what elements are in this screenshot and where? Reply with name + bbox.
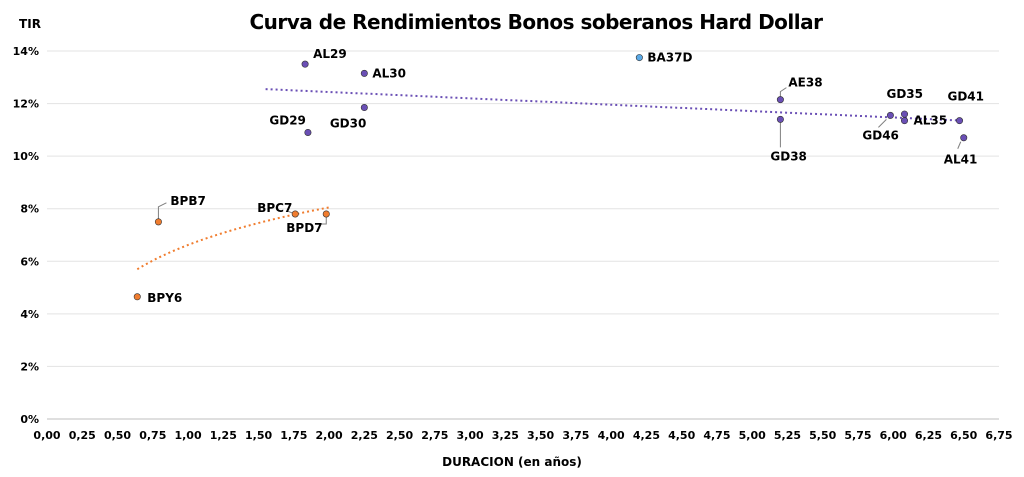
data-label: BPC7 [257,201,292,215]
data-point [133,293,141,301]
x-tick-label: 3,75 [562,429,589,442]
y-tick-label: 4% [20,308,39,321]
trendline-usd_bonds [265,88,964,122]
data-point [776,115,784,123]
data-label: AL35 [914,114,948,128]
label-leader [957,141,962,149]
x-tick-label: 2,75 [421,429,448,442]
x-tick-label: 0,00 [33,429,60,442]
trendline-bpy [136,206,330,271]
x-tick-label: 0,75 [139,429,166,442]
data-point [901,117,909,125]
x-tick-label: 3,25 [492,429,519,442]
x-tick-label: 3,50 [527,429,554,442]
x-tick-label: 4,50 [668,429,695,442]
x-tick-label: 5,00 [739,429,766,442]
data-point [901,110,909,118]
y-tick-label: 10% [13,150,39,163]
label-leader [287,210,293,214]
data-point [886,111,894,119]
data-point [360,104,368,112]
x-tick-label: 4,25 [633,429,660,442]
x-tick-label: 2,50 [386,429,413,442]
x-tick-label: 1,00 [174,429,201,442]
data-label: GD38 [770,149,807,163]
data-point [301,60,309,68]
data-point [360,69,368,77]
data-point [960,134,968,142]
y-tick-label: 2% [20,360,39,373]
data-label: AL30 [372,66,406,80]
x-tick-label: 6,25 [915,429,942,442]
data-label: GD35 [887,87,924,101]
x-tick-label: 5,50 [809,429,836,442]
x-tick-label: 1,25 [210,429,237,442]
data-label: AL41 [944,153,978,167]
data-label: AL29 [313,47,347,61]
x-tick-label: 0,50 [104,429,131,442]
y-tick-label: 14% [13,45,39,58]
data-label: GD46 [862,128,899,142]
x-tick-label: 2,00 [316,429,343,442]
label-leader [779,87,787,98]
data-label: GD30 [330,117,367,131]
data-label: AE38 [788,76,822,90]
x-tick-label: 6,75 [985,429,1012,442]
x-tick-label: 4,75 [703,429,730,442]
y-tick-label: 6% [20,255,39,268]
x-axis-label: DURACION (en años) [442,455,582,469]
label-leader [878,119,887,128]
label-leader [320,216,327,225]
chart-title: Curva de Rendimientos Bonos soberanos Ha… [249,10,823,34]
data-label: GD41 [948,90,985,104]
x-tick-label: 6,50 [950,429,977,442]
data-point [291,210,299,218]
x-tick-label: 0,25 [69,429,96,442]
x-tick-label: 2,25 [351,429,378,442]
y-tick-label: 8% [20,203,39,216]
x-tick-label: 5,75 [844,429,871,442]
data-point [322,210,330,218]
y-tick-label: 0% [20,413,39,426]
label-leader [157,202,167,219]
data-label: BPY6 [147,291,182,305]
data-point [956,117,964,125]
x-tick-label: 4,00 [598,429,625,442]
data-label: GD29 [269,113,306,127]
x-tick-label: 1,75 [280,429,307,442]
y-tick-label: 12% [13,98,39,111]
x-tick-label: 5,25 [774,429,801,442]
data-point [635,54,643,62]
x-tick-label: 3,00 [457,429,484,442]
data-point [154,218,162,226]
x-tick-label: 1,50 [245,429,272,442]
data-label: BPB7 [170,194,205,208]
data-point [304,128,312,136]
y-axis-label: TIR [19,17,41,31]
data-label: BA37D [647,51,692,65]
x-tick-label: 6,00 [880,429,907,442]
data-point [776,96,784,104]
data-label: BPD7 [286,221,322,235]
